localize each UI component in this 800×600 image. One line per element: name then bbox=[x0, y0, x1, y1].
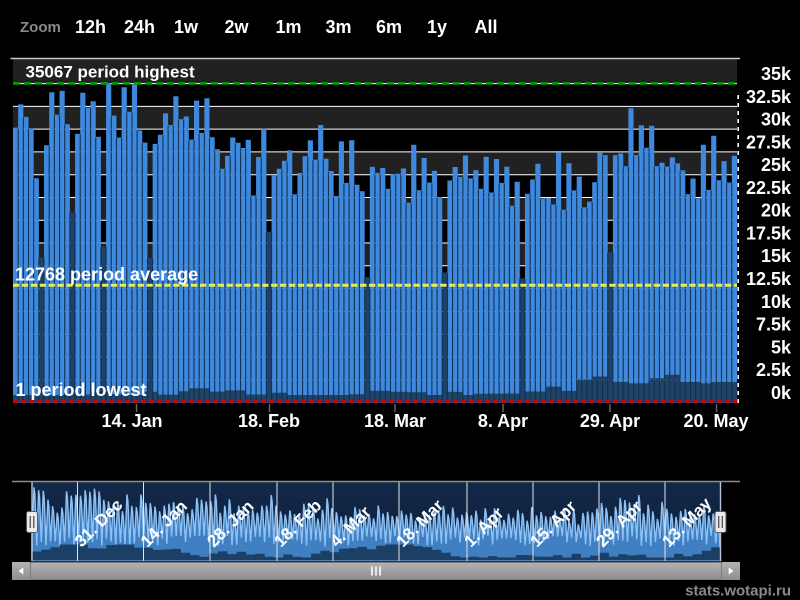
svg-text:20. May: 20. May bbox=[683, 411, 748, 431]
svg-text:Zoom: Zoom bbox=[20, 19, 61, 36]
svg-text:6m: 6m bbox=[376, 17, 402, 37]
svg-text:7.5k: 7.5k bbox=[756, 315, 792, 335]
svg-text:2w: 2w bbox=[225, 17, 250, 37]
svg-text:12h: 12h bbox=[75, 17, 106, 37]
svg-text:25k: 25k bbox=[761, 155, 792, 175]
svg-text:30k: 30k bbox=[761, 110, 792, 130]
svg-text:35k: 35k bbox=[761, 64, 792, 84]
svg-text:1y: 1y bbox=[427, 17, 447, 37]
svg-text:12.5k: 12.5k bbox=[746, 269, 792, 289]
svg-text:29. Apr: 29. Apr bbox=[580, 411, 640, 431]
svg-text:10k: 10k bbox=[761, 292, 792, 312]
svg-text:8. Apr: 8. Apr bbox=[478, 411, 528, 431]
svg-text:18. Feb: 18. Feb bbox=[238, 411, 300, 431]
svg-text:0k: 0k bbox=[771, 383, 792, 403]
svg-text:14. Jan: 14. Jan bbox=[101, 411, 162, 431]
svg-text:27.5k: 27.5k bbox=[746, 132, 792, 152]
svg-text:1m: 1m bbox=[276, 17, 302, 37]
svg-text:17.5k: 17.5k bbox=[746, 223, 792, 243]
svg-text:5k: 5k bbox=[771, 337, 792, 357]
svg-text:3m: 3m bbox=[326, 17, 352, 37]
svg-text:22.5k: 22.5k bbox=[746, 178, 792, 198]
svg-text:35067 period highest: 35067 period highest bbox=[26, 63, 195, 82]
svg-text:All: All bbox=[475, 17, 498, 37]
svg-text:1 period lowest: 1 period lowest bbox=[16, 380, 147, 400]
svg-text:stats.wotapi.ru: stats.wotapi.ru bbox=[685, 583, 791, 600]
svg-text:18. Mar: 18. Mar bbox=[364, 411, 426, 431]
svg-text:32.5k: 32.5k bbox=[746, 87, 792, 107]
svg-text:12768 period average: 12768 period average bbox=[15, 265, 198, 285]
svg-text:1w: 1w bbox=[174, 17, 199, 37]
svg-text:2.5k: 2.5k bbox=[756, 360, 792, 380]
svg-text:20k: 20k bbox=[761, 201, 792, 221]
svg-text:15k: 15k bbox=[761, 246, 792, 266]
svg-text:24h: 24h bbox=[124, 17, 155, 37]
